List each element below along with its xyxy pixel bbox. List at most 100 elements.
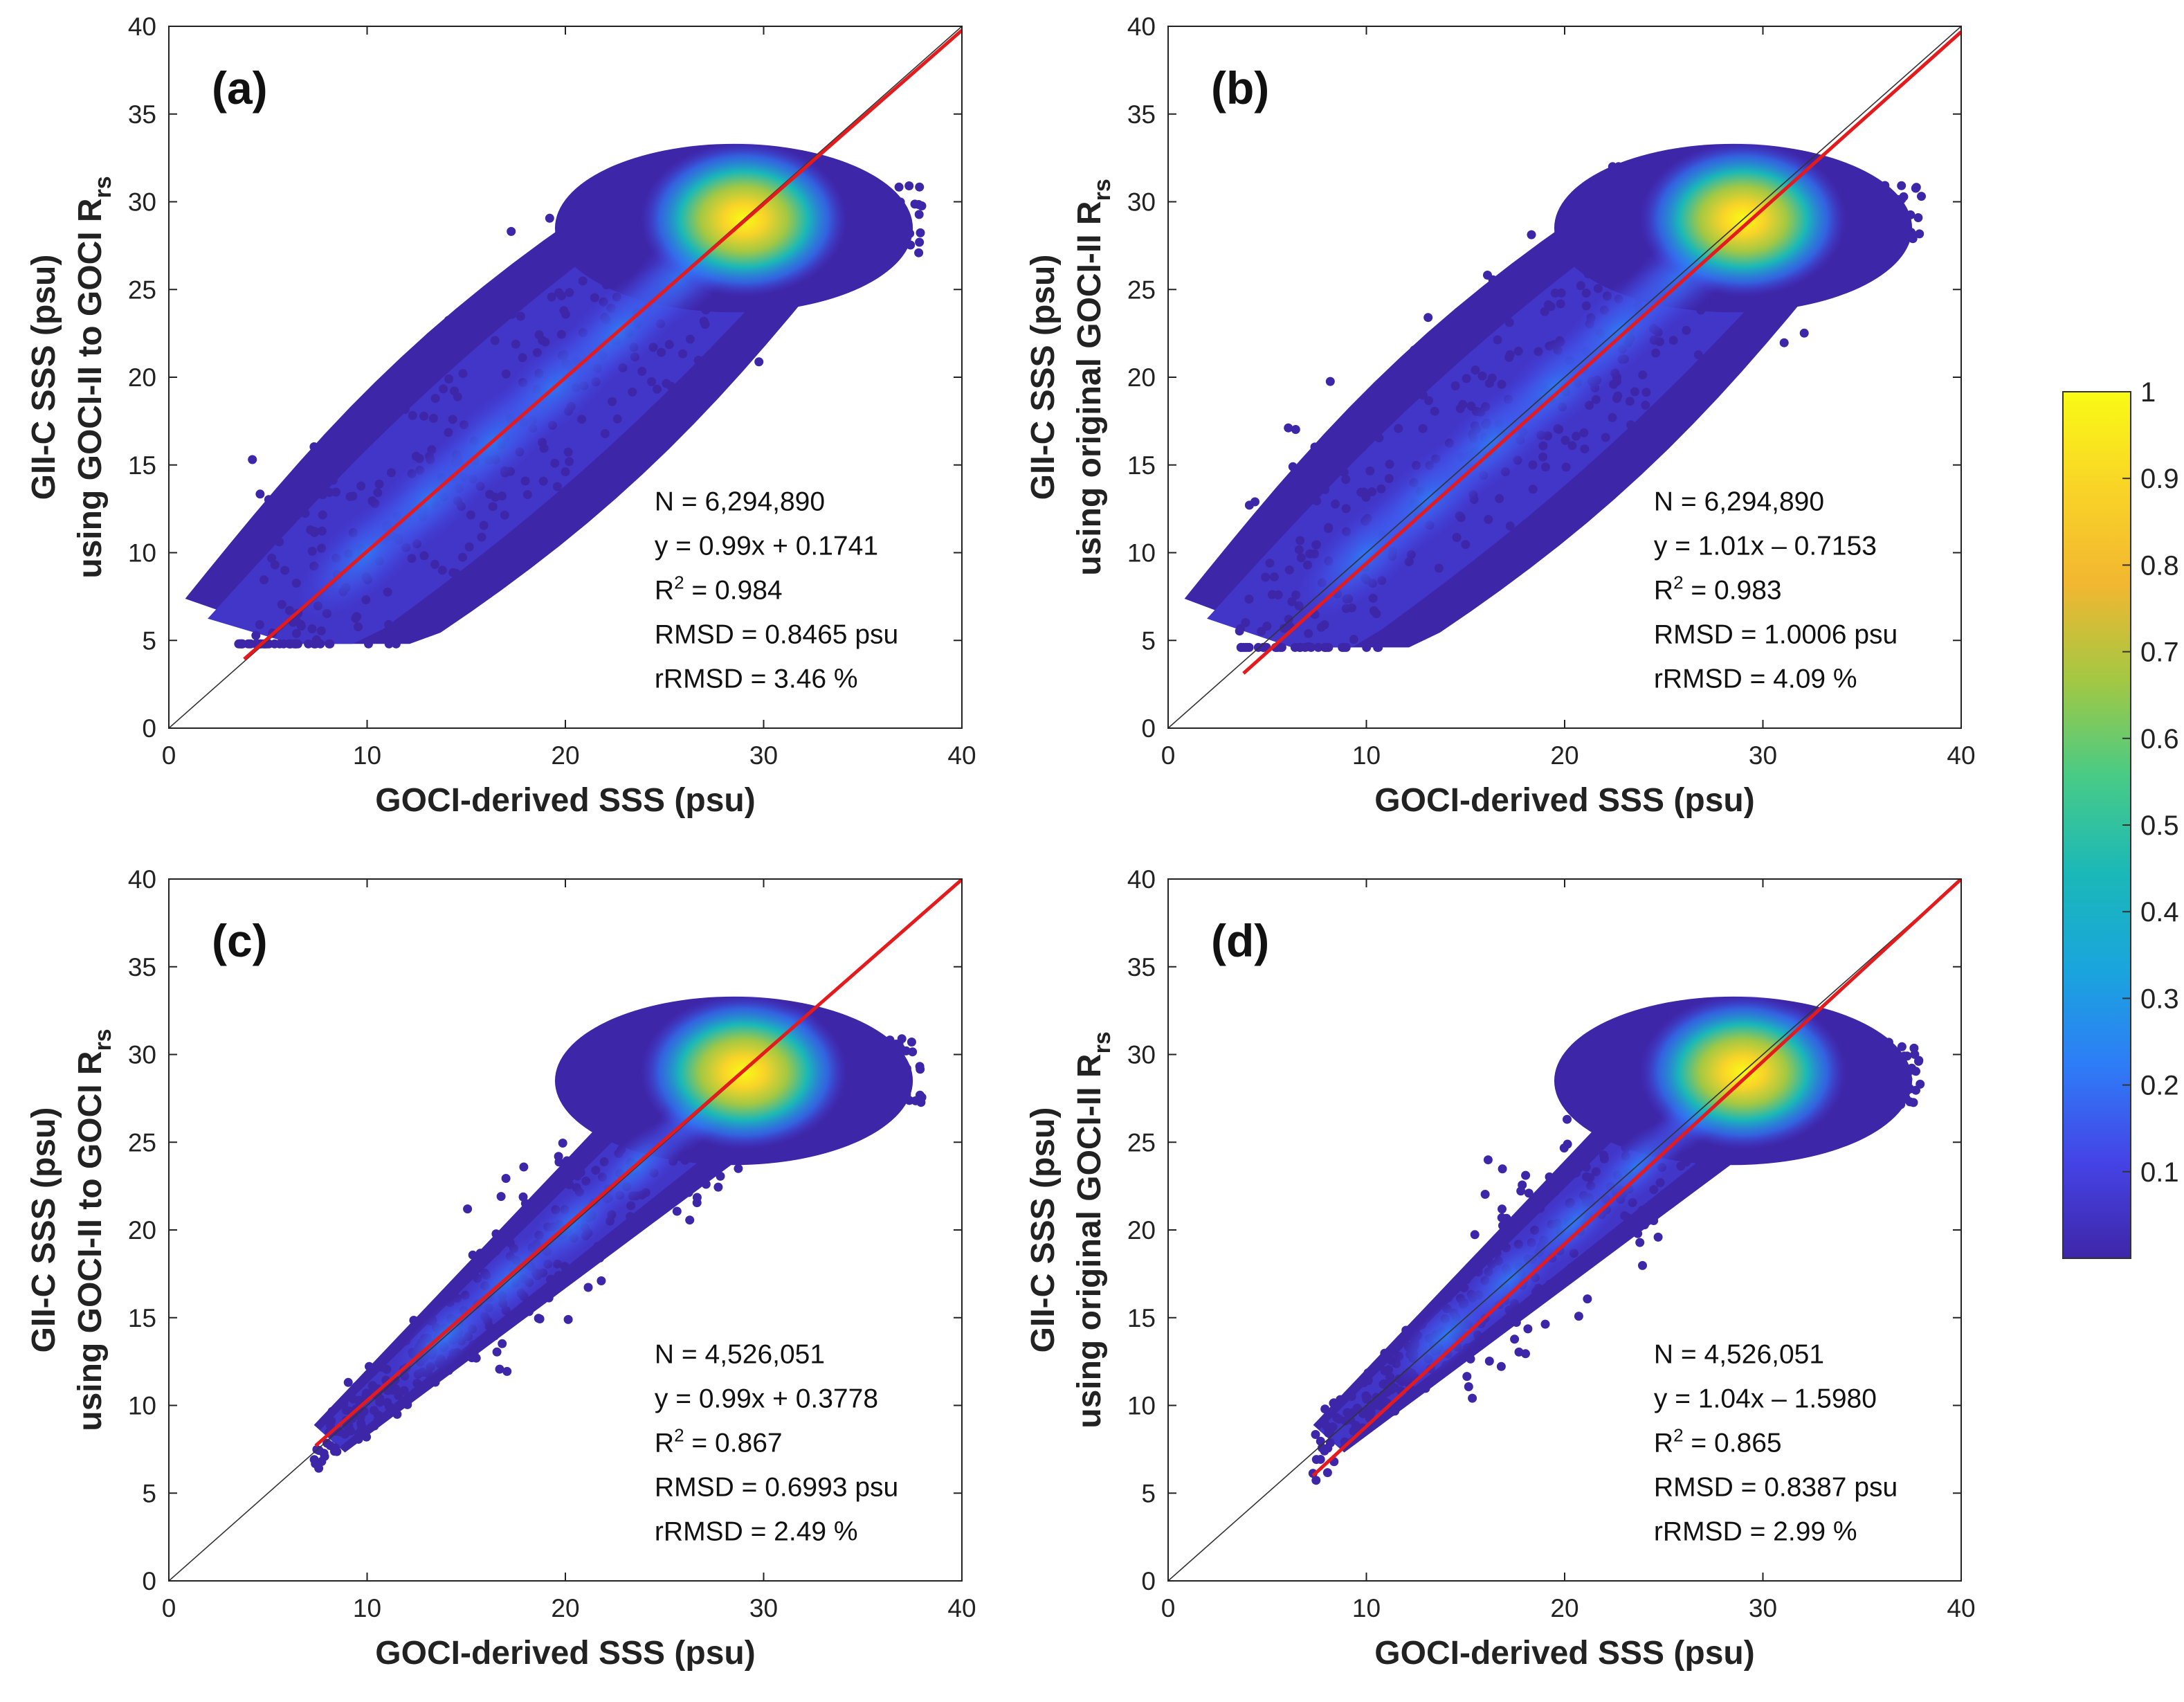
- outlier-point: [1693, 350, 1703, 360]
- outlier-point: [1604, 1243, 1614, 1253]
- outlier-point: [1399, 368, 1408, 377]
- outlier-point: [430, 1377, 440, 1387]
- outlier-point: [1583, 1294, 1592, 1304]
- outlier-point: [1421, 1384, 1430, 1393]
- outlier-point: [1261, 572, 1271, 582]
- outlier-point: [1528, 485, 1538, 494]
- outlier-point: [910, 199, 920, 209]
- outlier-point: [384, 1402, 394, 1411]
- outlier-point: [255, 530, 265, 539]
- y-tick-label: 35: [128, 100, 156, 129]
- outlier-point: [1261, 536, 1271, 546]
- outlier-point: [880, 1099, 889, 1109]
- outlier-point: [368, 1381, 377, 1391]
- outlier-point: [1852, 199, 1862, 209]
- outlier-point: [1633, 1229, 1643, 1238]
- outlier-point: [1505, 521, 1515, 531]
- outlier-point: [1621, 162, 1630, 172]
- outlier-point: [1593, 284, 1603, 293]
- outlier-point: [916, 1065, 925, 1074]
- outlier-point: [1896, 1080, 1906, 1090]
- x-tick-label: 0: [162, 1594, 176, 1622]
- outlier-point: [1320, 485, 1330, 494]
- outlier-point: [692, 1148, 702, 1158]
- outlier-point: [1521, 1213, 1531, 1222]
- outlier-point: [882, 238, 892, 248]
- outlier-point: [456, 337, 466, 347]
- outlier-point: [846, 1049, 856, 1059]
- colorbar-tick-label: 0.3: [2140, 984, 2179, 1014]
- outlier-point: [271, 509, 280, 519]
- outlier-point: [492, 1347, 502, 1357]
- outlier-point: [1614, 1125, 1624, 1135]
- outlier-point: [1566, 1263, 1576, 1273]
- outlier-point: [713, 1182, 723, 1192]
- outlier-point: [891, 202, 901, 212]
- outlier-point: [868, 238, 877, 248]
- outlier-point: [520, 1199, 530, 1208]
- outlier-point: [341, 1405, 351, 1415]
- outlier-point: [1430, 406, 1439, 416]
- outlier-point: [595, 1098, 605, 1108]
- regression-line: [1311, 879, 1961, 1477]
- outlier-point: [1374, 642, 1383, 652]
- outlier-point: [754, 1153, 764, 1163]
- outlier-point: [491, 1229, 501, 1239]
- outlier-point: [1574, 1312, 1583, 1321]
- outlier-point: [348, 491, 358, 501]
- outlier-point: [657, 347, 666, 357]
- y-tick-label: 25: [1127, 1128, 1156, 1157]
- outlier-point: [866, 218, 876, 228]
- outlier-point: [516, 311, 525, 321]
- outlier-point: [875, 1077, 885, 1087]
- outlier-point: [1359, 487, 1369, 497]
- outlier-point: [678, 349, 688, 359]
- outlier-point: [1241, 618, 1250, 627]
- outlier-point: [1635, 1238, 1645, 1247]
- outlier-point: [311, 1459, 320, 1469]
- outlier-point: [1679, 1152, 1689, 1161]
- x-tick-label: 20: [1550, 1594, 1578, 1622]
- outlier-point: [1689, 1170, 1698, 1180]
- outlier-point: [565, 499, 575, 509]
- outlier-point: [354, 1395, 364, 1405]
- outlier-point: [610, 212, 620, 222]
- outlier-point: [300, 509, 310, 518]
- outlier-point: [1896, 209, 1905, 219]
- outlier-point: [1902, 1074, 1911, 1084]
- outlier-point: [1510, 1334, 1520, 1344]
- outlier-point: [1365, 466, 1375, 476]
- outlier-point: [1844, 199, 1854, 209]
- outlier-point: [1870, 1060, 1880, 1070]
- y-axis-label-line2: using original GOCI-II Rrs: [1071, 1031, 1116, 1428]
- y-tick-label: 0: [142, 714, 156, 743]
- outlier-point: [567, 231, 577, 241]
- outlier-point: [291, 579, 301, 588]
- outlier-point: [1495, 494, 1504, 503]
- outlier-point: [1860, 242, 1870, 251]
- outlier-point: [574, 190, 583, 199]
- stat-rmsd: RMSD = 0.6993 psu: [655, 1473, 898, 1503]
- y-tick-label: 30: [1127, 1041, 1156, 1069]
- outlier-point: [1884, 1038, 1893, 1047]
- y-tick-label: 25: [128, 275, 156, 304]
- outlier-point: [1603, 253, 1612, 262]
- outlier-point: [1846, 191, 1856, 201]
- outlier-point: [1601, 433, 1610, 442]
- outlier-point: [1567, 441, 1577, 451]
- outlier-point: [608, 397, 617, 406]
- outlier-point: [1911, 183, 1920, 193]
- outlier-point: [1550, 1187, 1560, 1196]
- y-axis-label-subscript: rs: [1089, 1031, 1116, 1053]
- outlier-point: [1857, 233, 1866, 242]
- outlier-point: [1880, 181, 1890, 190]
- outlier-point: [1599, 1081, 1609, 1091]
- stat-eq: y = 1.04x – 1.5980: [1654, 1384, 1877, 1414]
- y-tick-label: 35: [1127, 953, 1156, 981]
- outlier-point: [308, 463, 318, 473]
- outlier-point: [1604, 261, 1614, 271]
- outlier-point: [477, 1260, 486, 1269]
- y-axis-label-line2: using GOCI-II to GOCI Rrs: [72, 1029, 116, 1431]
- outlier-point: [550, 458, 560, 468]
- outlier-point: [365, 1361, 374, 1371]
